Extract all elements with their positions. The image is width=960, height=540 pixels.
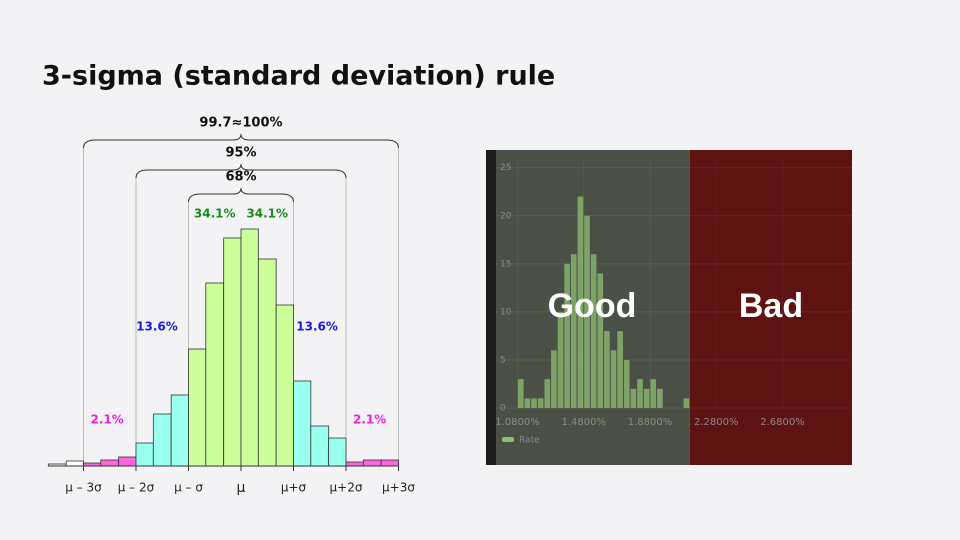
bar	[524, 398, 531, 408]
bar	[597, 273, 604, 408]
brace	[135, 163, 347, 179]
y-tick-label: 0	[500, 404, 506, 414]
bar	[570, 254, 577, 408]
brace-label: 68%	[225, 170, 256, 185]
bar	[590, 254, 597, 408]
bar	[100, 459, 120, 467]
y-tick-label: 5	[500, 355, 506, 365]
region-label: Good	[548, 287, 637, 325]
x-tick-label: μ+2σ	[330, 481, 363, 495]
bar	[650, 379, 657, 408]
bar	[577, 196, 584, 408]
bar	[135, 442, 154, 467]
brace	[83, 133, 399, 149]
x-tick-label: μ – 3σ	[65, 481, 102, 495]
x-tick-label: μ – σ	[174, 481, 203, 495]
region-label: Bad	[739, 287, 803, 325]
bar	[223, 237, 242, 467]
x-tick-label: μ	[237, 480, 246, 496]
legend-label: Rate	[519, 436, 540, 446]
region	[689, 150, 852, 465]
bar	[328, 437, 347, 467]
legend-swatch	[502, 437, 514, 442]
bar	[118, 456, 137, 467]
bar	[643, 388, 650, 408]
bar	[345, 461, 364, 467]
bar	[188, 348, 207, 467]
bar	[637, 379, 643, 408]
bar	[604, 331, 610, 408]
bar	[564, 263, 570, 408]
bar	[630, 388, 637, 408]
x-tick-label: μ+σ	[281, 481, 307, 495]
x-tick-label: 1.8800%	[628, 417, 673, 428]
bar	[257, 258, 277, 467]
x-tick-label: 1.4800%	[561, 417, 606, 428]
bar	[551, 350, 557, 408]
x-tick-label: 2.6800%	[760, 417, 805, 428]
x-tick-label: 1.0800%	[495, 417, 540, 428]
x-tick-label: μ+3σ	[382, 481, 415, 495]
bar	[275, 304, 294, 467]
bar	[293, 380, 312, 467]
bar	[657, 388, 663, 408]
bar	[152, 413, 172, 467]
bar	[380, 459, 399, 467]
percent-label: 2.1%	[90, 413, 123, 427]
bar	[623, 359, 630, 408]
percent-label: 13.6%	[136, 320, 178, 334]
percent-label: 34.1%	[246, 207, 288, 221]
y-tick-label: 10	[500, 307, 512, 317]
x-tick-label: 2.2800%	[694, 417, 739, 428]
y-tick-label: 25	[500, 163, 511, 173]
bar	[65, 460, 84, 467]
normal-chart: μ – 3σ μ – 2σ μ – σ μ μ+σ μ+2σ μ+3σ 99.7≈100% 95…	[47, 116, 415, 496]
bar	[544, 379, 551, 408]
bar	[537, 398, 544, 408]
brace	[188, 187, 294, 203]
bar	[610, 350, 617, 408]
bar	[584, 215, 590, 408]
bar	[170, 394, 189, 467]
bar	[517, 379, 524, 408]
x-tick-label: μ – 2σ	[118, 481, 155, 495]
bar	[310, 425, 330, 467]
brace-label: 95%	[225, 146, 256, 161]
brace-label: 99.7≈100%	[199, 116, 282, 131]
left-strip	[486, 150, 496, 465]
bar	[240, 228, 259, 467]
bar	[362, 459, 382, 467]
bar	[531, 398, 537, 408]
percent-label: 13.6%	[296, 320, 338, 334]
bar	[557, 311, 564, 408]
y-tick-label: 20	[500, 211, 512, 221]
percent-label: 2.1%	[353, 413, 386, 427]
bar	[683, 398, 690, 408]
percent-label: 34.1%	[194, 207, 236, 221]
bar	[617, 331, 623, 408]
rate-chart: 0 5 10 15 20 25 1.0800% 1.4800% 1.8800% 2.2800% 2.…	[486, 150, 852, 465]
y-tick-label: 15	[500, 259, 511, 269]
bar	[205, 282, 225, 467]
slide-title: 3-sigma (standard deviation) rule	[42, 61, 555, 92]
